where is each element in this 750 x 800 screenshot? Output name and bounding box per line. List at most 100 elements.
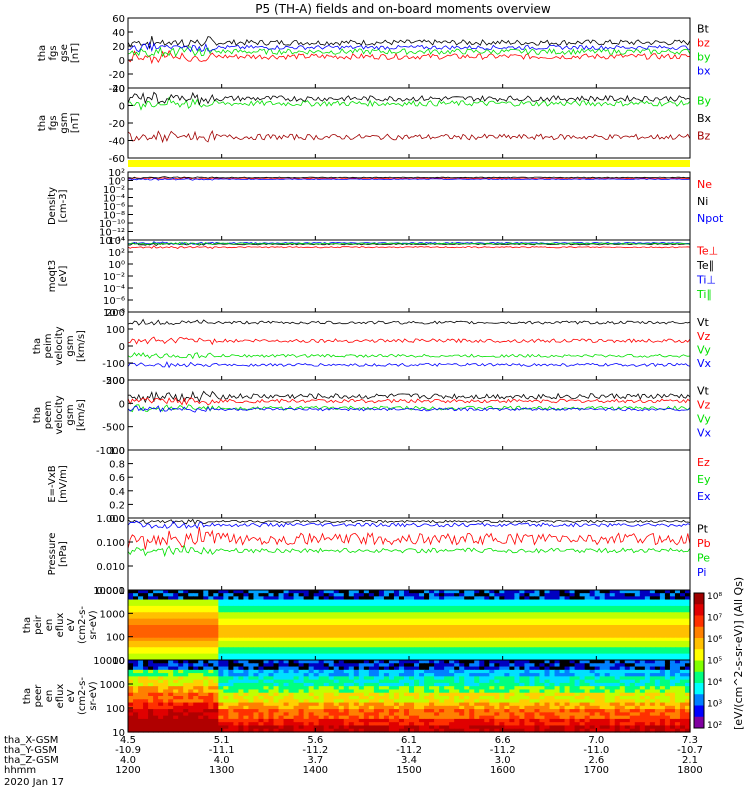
spectrogram-cell — [639, 637, 646, 642]
spectrogram-cell — [429, 596, 435, 601]
spectrogram-cell — [188, 679, 194, 684]
spectrogram-cell — [514, 653, 520, 658]
spectrogram-cell — [328, 640, 335, 645]
spectrogram-cell — [228, 692, 234, 697]
spectrogram-cell — [338, 705, 345, 710]
spectrogram-cell — [494, 692, 500, 697]
spectrogram-cell — [569, 689, 576, 694]
spectrogram-cell — [333, 618, 340, 623]
spectrogram-cell — [559, 625, 566, 629]
spectrogram-cell — [644, 656, 651, 661]
spectrogram-cell — [619, 705, 626, 710]
spectrogram-cell — [449, 718, 455, 723]
spectrogram-cell — [168, 722, 174, 727]
spectrogram-cell — [424, 663, 430, 668]
spectrogram-cell — [203, 692, 209, 697]
spectrogram-cell — [143, 631, 149, 636]
spectrogram-cell — [414, 715, 420, 720]
y-axis-label: [eV] — [58, 266, 69, 287]
spectrogram-cell — [368, 702, 375, 707]
spectrogram-cell — [634, 689, 641, 694]
spectrogram-cell — [454, 609, 460, 613]
spectrogram-cell — [283, 612, 290, 617]
spectrogram-cell — [368, 644, 375, 648]
spectrogram-cell — [348, 605, 355, 610]
spectrogram-cell — [559, 673, 566, 677]
spectrogram-cell — [509, 628, 515, 632]
spectrogram-cell — [323, 628, 330, 632]
spectrogram-cell — [489, 715, 495, 720]
spectrogram-cell — [153, 621, 159, 626]
spectrogram-cell — [539, 673, 546, 677]
spectrogram-cell — [128, 602, 134, 607]
spectrogram-cell — [278, 593, 285, 597]
spectrogram-cell — [298, 673, 305, 677]
spectrogram-cell — [624, 650, 631, 655]
spectrogram-cell — [439, 682, 445, 687]
spectrogram-cell — [489, 653, 495, 658]
spectrogram-cell — [549, 715, 556, 720]
spectrogram-cell — [238, 644, 245, 648]
spectrogram-cell — [539, 590, 546, 594]
spectrogram-cell — [434, 650, 440, 655]
spectrogram-cell — [358, 696, 365, 700]
spectrogram-cell — [529, 709, 536, 713]
spectrogram-cell — [499, 612, 505, 617]
spectrogram-cell — [273, 596, 280, 601]
spectrogram-cell — [388, 618, 395, 623]
spectrogram-cell — [213, 618, 219, 623]
spectrogram-cell — [153, 718, 159, 723]
spectrogram-cell — [444, 590, 450, 594]
spectrogram-cell — [193, 686, 199, 691]
spectrogram-cell — [383, 673, 390, 677]
spectrogram-cell — [534, 612, 541, 617]
spectrogram-cell — [338, 702, 345, 707]
spectrogram-cell — [539, 666, 546, 671]
spectrogram-cell — [549, 666, 556, 671]
spectrogram-cell — [484, 715, 490, 720]
spectrogram-cell — [303, 612, 310, 617]
spectrogram-cell — [504, 663, 510, 668]
spectrogram-cell — [333, 647, 340, 652]
legend-By: By — [697, 95, 712, 108]
spectrogram-cell — [348, 609, 355, 613]
spectrogram-cell — [424, 702, 430, 707]
spectrogram-cell — [659, 692, 666, 697]
spectrogram-cell — [439, 647, 445, 652]
spectrogram-cell — [654, 590, 661, 594]
spectrogram-cell — [388, 612, 395, 617]
spectrogram-cell — [133, 637, 139, 642]
spectrogram-cell — [544, 628, 551, 632]
spectrogram-cell — [318, 625, 325, 629]
spectrogram-cell — [343, 689, 350, 694]
spectrogram-cell — [138, 593, 144, 597]
spectrogram-cell — [444, 634, 450, 639]
spectrogram-cell — [644, 666, 651, 671]
spectrogram-cell — [143, 725, 149, 730]
spectrogram-cell — [183, 689, 189, 694]
spectrogram-cell — [253, 679, 260, 684]
spectrogram-cell — [489, 593, 495, 597]
spectrogram-cell — [278, 696, 285, 700]
spectrogram-cell — [203, 609, 209, 613]
spectrogram-cell — [208, 602, 214, 607]
spectrogram-cell — [163, 718, 169, 723]
spectrogram-cell — [268, 722, 275, 727]
spectrogram-cell — [524, 599, 531, 604]
spectrogram-cell — [579, 599, 586, 604]
spectrogram-cell — [143, 637, 149, 642]
spectrogram-cell — [499, 666, 505, 671]
spectrogram-cell — [248, 615, 255, 620]
spectrogram-cell — [619, 689, 626, 694]
spectrogram-cell — [243, 637, 250, 642]
spectrogram-cell — [474, 689, 480, 694]
spectrogram-cell — [178, 696, 184, 700]
spectrogram-cell — [549, 602, 556, 607]
panel-frame — [127, 239, 691, 313]
spectrogram-cell — [494, 669, 500, 674]
spectrogram-cell — [168, 676, 174, 681]
spectrogram-cell — [424, 689, 430, 694]
spectrogram-cell — [198, 605, 204, 610]
spectrogram-cell — [629, 663, 636, 668]
spectrogram-cell — [178, 682, 184, 687]
